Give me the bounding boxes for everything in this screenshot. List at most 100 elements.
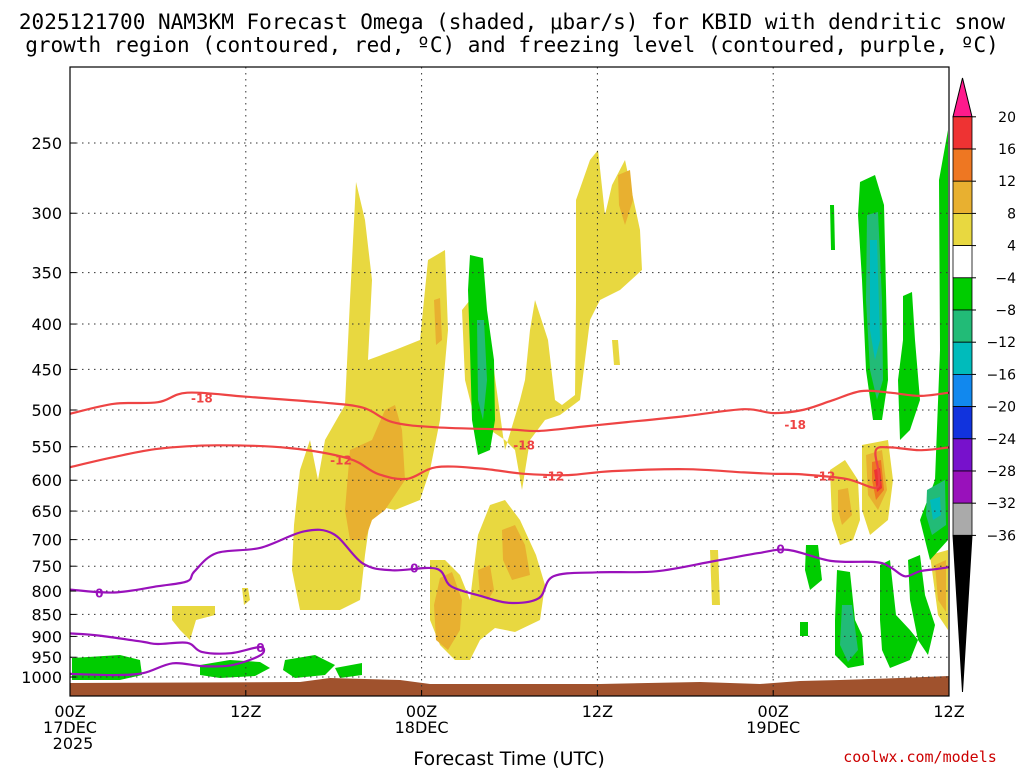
colorbar-label-1: 16 [998, 142, 1016, 158]
y-tick-label-550: 550 [31, 438, 62, 457]
contour--12-1 [69, 444, 950, 490]
omega-green-blob-g [880, 560, 918, 668]
contour-label--12-1-2: -12 [814, 469, 836, 483]
omega-green-blob-e [920, 130, 948, 560]
contour-label--12-1-0: -12 [330, 453, 352, 467]
contour-label--12-1-1: -12 [543, 469, 565, 483]
colorbar-label-9: −20 [986, 400, 1016, 416]
contour-0-2 [69, 528, 950, 605]
y-tick-label-400: 400 [31, 315, 62, 334]
x-tick-label-24-1: 18DEC [395, 718, 449, 737]
omega-green-blob-j [800, 622, 808, 636]
colorbar-label-3: 8 [1007, 206, 1016, 222]
contour-label--18-0-2: -18 [784, 418, 806, 432]
contour-label-0-2-0: 0 [95, 586, 103, 600]
omega-orange-blob-g [838, 488, 852, 525]
omega-green-blob-n [335, 663, 362, 678]
colorbar-segment-3 [952, 180, 973, 214]
contour-label-0-2-1: 0 [410, 562, 418, 576]
omega-green-blob-m [283, 655, 335, 678]
x-tick-label-36-0: 12Z [582, 702, 613, 721]
colorbar-segment-8 [952, 341, 973, 375]
colorbar-segment-4 [952, 212, 973, 246]
y-tick-label-1000: 1000 [21, 668, 62, 687]
omega-orange-blob-f [618, 170, 633, 225]
y-tick-label-650: 650 [31, 502, 62, 521]
colorbar-label-12: −32 [986, 496, 1016, 512]
x-tick-label-60-0: 12Z [933, 702, 964, 721]
y-tick-label-900: 900 [31, 627, 62, 646]
y-axis: 250 300 350 400 450 500 550 600 650 700 750 800 850 9… [21, 134, 76, 687]
x-tick-label-0-1: 17DEC [43, 718, 97, 737]
y-tick-label-500: 500 [31, 401, 62, 420]
colorbar-label-6: −8 [995, 303, 1016, 319]
x-tick-label-24-0: 00Z [406, 702, 437, 721]
omega-green-blob-d [898, 292, 920, 440]
omega-green-blob-k [72, 655, 142, 680]
omega-orange-blob-i [935, 560, 946, 612]
contour--18-0 [69, 389, 950, 433]
colorbar-segment-9 [952, 373, 973, 407]
colorbar-segment-11 [952, 438, 973, 472]
omega-yellow-blob-f [612, 340, 620, 365]
y-tick-label-850: 850 [31, 605, 62, 624]
y-tick-label-950: 950 [31, 648, 62, 667]
contour-label--18-0-1: -18 [513, 438, 535, 452]
terrain-ground [70, 676, 949, 696]
chart-title-line1: 2025121700 NAM3KM Forecast Omega (shaded… [19, 10, 1006, 34]
y-tick-label-350: 350 [31, 264, 62, 283]
colorbar-segment-1 [952, 116, 973, 150]
colorbar-segment-6 [952, 277, 973, 311]
omega-yellow-blob-d [172, 606, 215, 640]
credit-text: coolwx.com/models [843, 748, 997, 766]
omega-teal-blob-b [477, 320, 487, 420]
x-tick-label-48-0: 00Z [758, 702, 789, 721]
contour-label-0-3-0: 0 [256, 641, 264, 655]
omega-cyan-blob-b [930, 497, 941, 520]
y-tick-label-700: 700 [31, 531, 62, 550]
x-tick-label-12-0: 12Z [230, 702, 261, 721]
colorbar-segment-2 [952, 148, 973, 182]
colorbar-label-0: 20 [998, 110, 1016, 126]
chart-title-line2: growth region (contoured, red, ºC) and f… [25, 33, 999, 57]
x-tick-label-48-1: 19DEC [746, 718, 800, 737]
y-tick-label-750: 750 [31, 557, 62, 576]
omega-green-blob-h [908, 555, 935, 655]
colorbar-top-arrow [952, 77, 973, 118]
contour-label-0-2-2: 0 [776, 542, 784, 556]
colorbar-segment-5 [952, 245, 973, 279]
omega-green-blob-i [805, 545, 822, 590]
colorbar-segment-12 [952, 470, 973, 504]
colorbar-label-13: −36 [986, 528, 1016, 544]
colorbar-segment-7 [952, 309, 973, 343]
y-tick-label-800: 800 [31, 582, 62, 601]
omega-red-blob [874, 468, 882, 492]
colorbar-label-11: −28 [986, 464, 1016, 480]
omega-orange-blob-b [434, 298, 442, 345]
grid-lines [69, 67, 950, 696]
colorbar-label-5: −4 [995, 271, 1016, 287]
contour-lines: -18 -18 -18 -12 -12 -12 0 0 0 0 [69, 389, 950, 677]
y-tick-label-600: 600 [31, 471, 62, 490]
plot-frame [69, 66, 950, 697]
x-tick-label-0-2: 2025 [53, 734, 94, 753]
ground-surface [70, 676, 949, 696]
omega-green-blob-l [200, 660, 270, 678]
colorbar-label-7: −12 [986, 335, 1016, 351]
contour-0-3 [69, 632, 266, 677]
omega-yellow-blob-e [710, 550, 720, 605]
colorbar-label-10: −24 [986, 432, 1016, 448]
colorbar-segment-10 [952, 406, 973, 440]
colorbar-label-8: −16 [986, 367, 1016, 383]
y-tick-label-450: 450 [31, 360, 62, 379]
colorbar-label-4: 4 [1007, 239, 1016, 255]
x-tick-label-0-0: 00Z [54, 702, 85, 721]
omega-teal-blob-c [840, 605, 858, 662]
colorbar: 20 16 12 8 4 −4 −8 −12 −16 −20 −24 −28 −32 −36 [952, 77, 1016, 693]
x-axis-title: Forecast Time (UTC) [413, 748, 604, 768]
omega-cyan-blob-a [870, 240, 880, 360]
colorbar-label-2: 12 [998, 174, 1016, 190]
colorbar-segment-13 [952, 502, 973, 536]
